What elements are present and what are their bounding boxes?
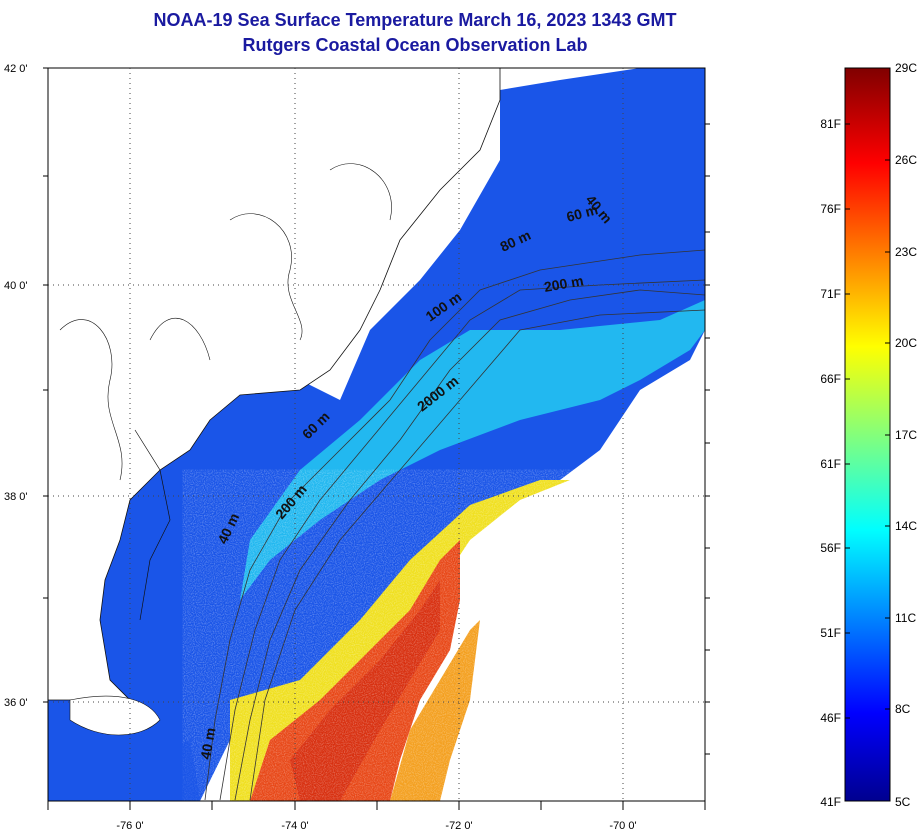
celsius-label: 14C	[895, 519, 917, 533]
fahrenheit-label: 46F	[820, 711, 841, 725]
lat-label-42: 42 0'	[4, 63, 28, 75]
celsius-label: 11C	[895, 611, 916, 625]
celsius-label: 23C	[895, 245, 917, 259]
colorbar-bottom-label: 5C	[895, 795, 911, 809]
fahrenheit-label: 71F	[820, 287, 841, 301]
isobath-label: 40 m	[197, 726, 218, 760]
map-title: NOAA-19 Sea Surface Temperature March 16…	[153, 10, 677, 30]
sst-field	[48, 68, 705, 801]
fahrenheit-label: 66F	[820, 372, 841, 386]
map-subtitle: Rutgers Coastal Ocean Observation Lab	[242, 35, 588, 55]
lon-label-72: -72 0'	[445, 820, 472, 832]
lat-label-40: 40 0'	[4, 280, 28, 292]
celsius-label: 20C	[895, 336, 917, 350]
fahrenheit-label: 41F	[820, 795, 841, 809]
fahrenheit-label: 56F	[820, 541, 841, 555]
isobath-label: 200 m	[543, 272, 585, 295]
lon-label-76: -76 0'	[116, 820, 143, 832]
lon-label-74: -74 0'	[281, 820, 308, 832]
fahrenheit-label: 61F	[820, 457, 841, 471]
fahrenheit-label: 81F	[820, 117, 841, 131]
celsius-label: 26C	[895, 153, 917, 167]
lat-label-36: 36 0'	[4, 697, 28, 709]
lat-label-38: 38 0'	[4, 491, 28, 503]
fahrenheit-label: 51F	[820, 626, 841, 640]
sst-region-slope	[240, 300, 705, 600]
colorbar	[844, 67, 891, 802]
celsius-label: 17C	[895, 428, 917, 442]
isobath-label: 60 m	[565, 201, 600, 225]
lon-label-70: -70 0'	[609, 820, 636, 832]
axis-ticks	[43, 67, 710, 810]
graticule	[48, 68, 705, 801]
fahrenheit-label: 76F	[820, 202, 841, 216]
colorbar-ticks	[845, 123, 890, 719]
celsius-label: 8C	[895, 702, 911, 716]
colorbar-top-label: 29C	[895, 61, 917, 75]
